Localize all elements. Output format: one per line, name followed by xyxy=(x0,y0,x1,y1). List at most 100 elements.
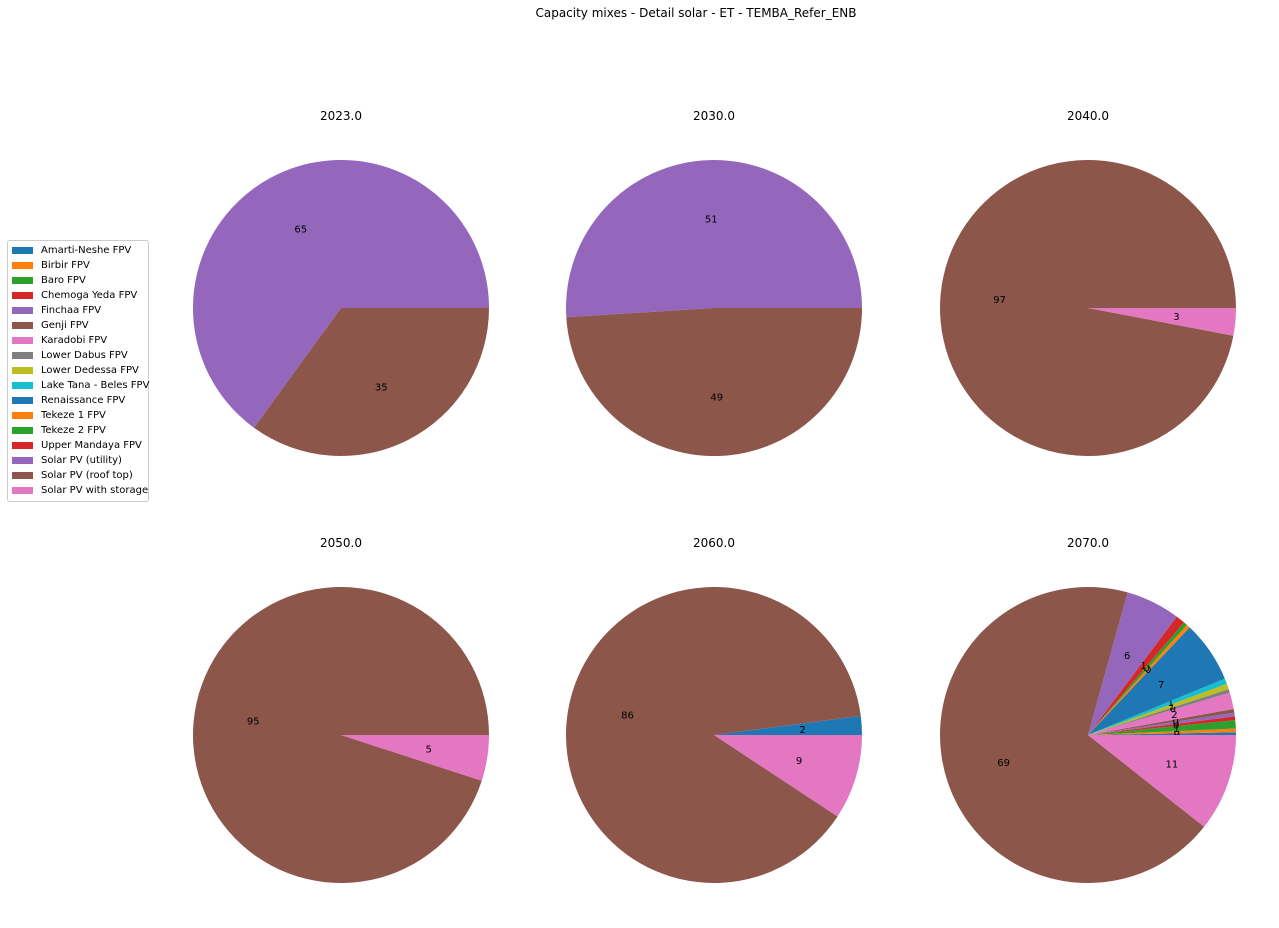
pie-slice xyxy=(254,308,489,456)
pie-slice xyxy=(1088,624,1190,735)
pie-slice xyxy=(1088,689,1230,735)
legend-label: Tekeze 1 FPV xyxy=(41,410,106,421)
legend-item: Birbir FPV xyxy=(8,258,148,273)
pie-title: 2030.0 xyxy=(693,109,735,123)
pie-slice xyxy=(566,160,862,318)
legend-label: Chemoga Yeda FPV xyxy=(41,290,138,301)
legend-label: Upper Mandaya FPV xyxy=(41,440,142,451)
legend-item: Genji FPV xyxy=(8,318,148,333)
pie-slice xyxy=(940,160,1236,457)
legend-item: Amarti-Neshe FPV xyxy=(8,243,148,258)
legend-label: Genji FPV xyxy=(41,320,89,331)
legend-swatch xyxy=(12,457,33,464)
legend-swatch xyxy=(12,427,33,434)
pie-slice xyxy=(193,587,490,884)
pie-slice xyxy=(1088,735,1236,827)
legend-item: Solar PV with storage xyxy=(8,483,148,498)
pie-slice xyxy=(940,586,1205,883)
chart-title: Capacity mixes - Detail solar - ET - TEM… xyxy=(535,6,856,20)
pie-panel-2023.0: 2023.00006535 xyxy=(192,109,489,456)
legend-item: Finchaa FPV xyxy=(8,303,148,318)
pie-slice xyxy=(1088,692,1234,735)
legend-swatch xyxy=(12,397,33,404)
legend-label: Lake Tana - Beles FPV xyxy=(41,380,150,391)
pie-slice xyxy=(1088,627,1225,735)
pie-slice-label: 1 xyxy=(1169,701,1175,712)
pie-panels: 2023.000065352030.000051492040.000097320… xyxy=(192,109,1236,884)
legend-label: Tekeze 2 FPV xyxy=(41,425,106,436)
legend-swatch xyxy=(12,337,33,344)
pie-slice xyxy=(714,715,862,735)
pie-slice-label: 86 xyxy=(621,711,634,722)
legend-item: Renaissance FPV xyxy=(8,393,148,408)
legend-item: Lower Dabus FPV xyxy=(8,348,148,363)
pie-slice-label: 1 xyxy=(1168,698,1174,709)
pie-slice-label: 0 xyxy=(1170,704,1176,715)
legend-label: Lower Dabus FPV xyxy=(41,350,128,361)
pie-slice-label: 9 xyxy=(796,756,802,767)
pie-slice xyxy=(1088,716,1236,735)
chart-legend: Amarti-Neshe FPV Birbir FPV Baro FPV Chemog… xyxy=(7,240,149,502)
pie-panel-2040.0: 2040.0000973 xyxy=(940,109,1236,457)
legend-label: Finchaa FPV xyxy=(41,305,102,316)
legend-swatch xyxy=(12,247,33,254)
pie-slice-label: 0 xyxy=(1173,720,1179,731)
legend-item: Lower Dedessa FPV xyxy=(8,363,148,378)
pie-slice xyxy=(1088,622,1187,735)
legend-label: Solar PV (utility) xyxy=(41,455,122,466)
legend-swatch xyxy=(12,352,33,359)
legend-label: Renaissance FPV xyxy=(41,395,126,406)
pie-panel-2060.0: 2060.0000000002869 xyxy=(565,536,862,883)
pie-title: 2070.0 xyxy=(1067,536,1109,550)
pie-slice-label: 0 xyxy=(1145,665,1151,676)
pie-slice-label: 69 xyxy=(997,758,1010,769)
pie-title: 2040.0 xyxy=(1067,109,1109,123)
legend-item: Chemoga Yeda FPV xyxy=(8,288,148,303)
pie-slice-label: 11 xyxy=(1166,760,1179,771)
pie-slice xyxy=(566,308,862,457)
pie-slice-label: 0 xyxy=(1174,728,1180,739)
legend-item: Upper Mandaya FPV xyxy=(8,438,148,453)
legend-item: Tekeze 2 FPV xyxy=(8,423,148,438)
pie-title: 2060.0 xyxy=(693,536,735,550)
legend-label: Lower Dedessa FPV xyxy=(41,365,139,376)
legend-label: Birbir FPV xyxy=(41,260,90,271)
legend-item: Lake Tana - Beles FPV xyxy=(8,378,150,393)
pie-slice-label: 3 xyxy=(1173,312,1179,323)
pie-slice-label: 7 xyxy=(1158,680,1164,691)
pie-slice-label: 1 xyxy=(1140,661,1146,672)
pie-slice-label: 0 xyxy=(1173,718,1179,729)
pie-slice xyxy=(1088,308,1236,336)
pie-slice xyxy=(1088,616,1185,735)
pie-slice-label: 65 xyxy=(294,224,307,235)
pie-slice-label: 6 xyxy=(1124,651,1130,662)
pie-slice-label: 35 xyxy=(375,383,388,394)
pie-slice xyxy=(1088,592,1177,735)
legend-item: Solar PV (roof top) xyxy=(8,468,148,483)
pie-slice-label: 2 xyxy=(1171,710,1177,721)
pie-title: 2023.0 xyxy=(320,109,362,123)
legend-swatch xyxy=(12,322,33,329)
pie-slice xyxy=(714,735,862,817)
legend-item: Solar PV (utility) xyxy=(8,453,148,468)
pie-slice xyxy=(1088,712,1235,735)
pie-slice xyxy=(1088,678,1227,735)
pie-title: 2050.0 xyxy=(320,536,362,550)
pie-panel-2070.0: 2070.00010002011700166911 xyxy=(940,536,1236,883)
legend-item: Tekeze 1 FPV xyxy=(8,408,148,423)
legend-label: Karadobi FPV xyxy=(41,335,108,346)
legend-swatch xyxy=(12,367,33,374)
pie-slice-label: 49 xyxy=(710,392,723,403)
legend-swatch xyxy=(12,262,33,269)
legend-swatch xyxy=(12,292,33,299)
pie-slice-label: 95 xyxy=(247,717,260,728)
legend-item: Karadobi FPV xyxy=(8,333,148,348)
pie-slice-label: 97 xyxy=(993,295,1006,306)
pie-slice xyxy=(192,159,489,428)
pie-slice xyxy=(341,735,489,781)
legend-swatch xyxy=(12,472,33,479)
legend-swatch xyxy=(12,412,33,419)
pie-slice-label: 1 xyxy=(1173,724,1179,735)
pie-slice-label: 0 xyxy=(1172,716,1178,727)
